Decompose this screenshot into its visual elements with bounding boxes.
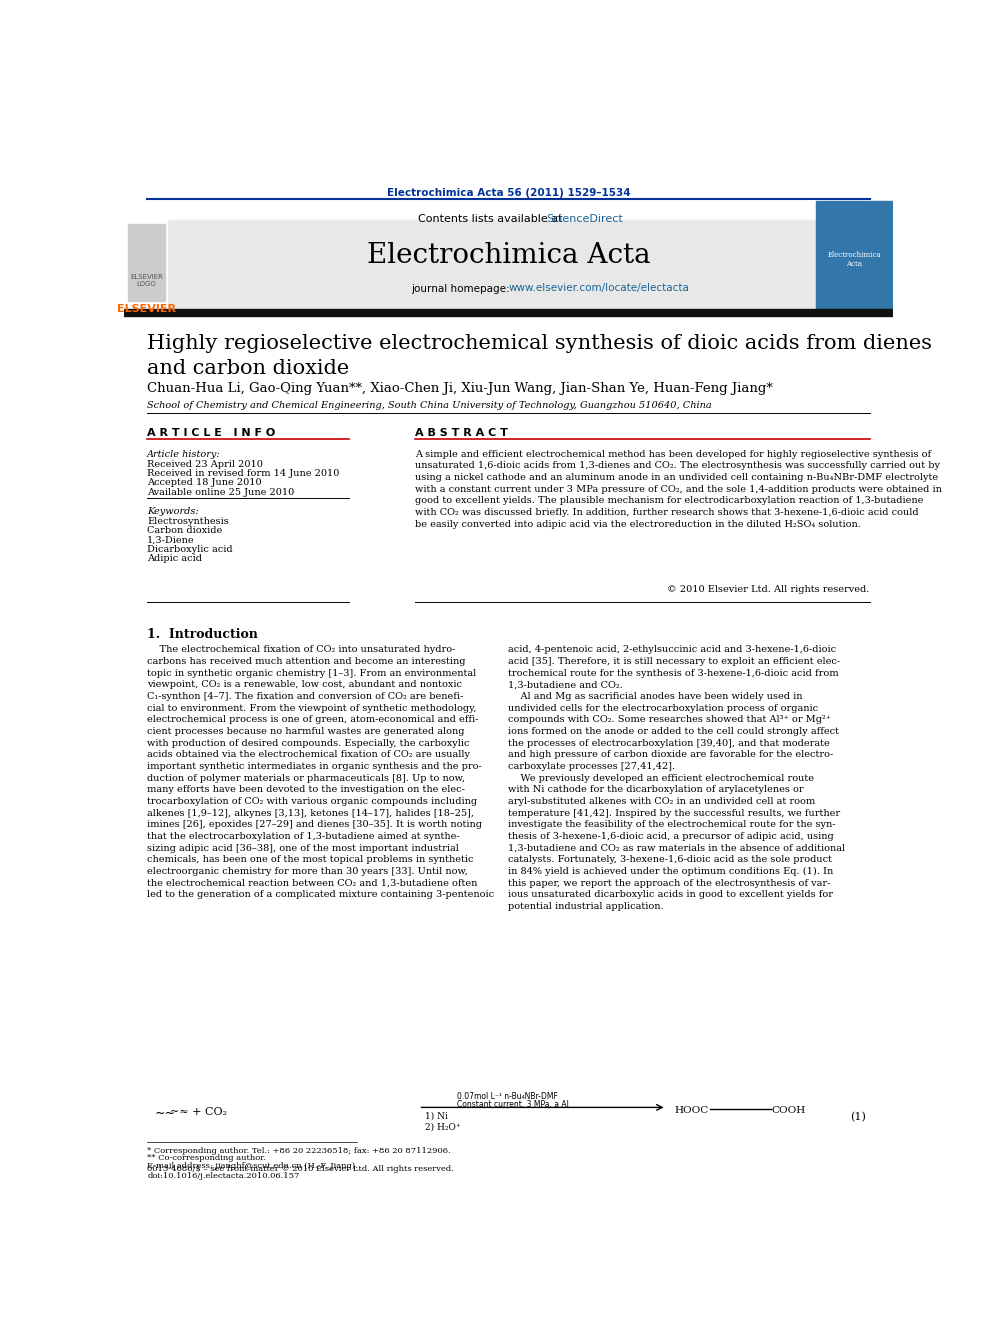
- Text: acid, 4-pentenoic acid, 2-ethylsuccinic acid and 3-hexene-1,6-dioic
acid [35]. T: acid, 4-pentenoic acid, 2-ethylsuccinic …: [509, 646, 845, 912]
- Bar: [816, 201, 893, 308]
- Text: Received in revised form 14 June 2010: Received in revised form 14 June 2010: [147, 470, 339, 478]
- Text: Adipic acid: Adipic acid: [147, 554, 202, 562]
- Text: A B S T R A C T: A B S T R A C T: [415, 429, 508, 438]
- Text: ELSEVIER: ELSEVIER: [117, 303, 176, 314]
- Text: Constant current, 3 MPa, a Al: Constant current, 3 MPa, a Al: [457, 1101, 569, 1110]
- Text: Chuan-Hua Li, Gao-Qing Yuan**, Xiao-Chen Ji, Xiu-Jun Wang, Jian-Shan Ye, Huan-Fe: Chuan-Hua Li, Gao-Qing Yuan**, Xiao-Chen…: [147, 382, 773, 396]
- Text: E-mail address: jianghf@scut.edu.cn (H.-F. Jiang).: E-mail address: jianghf@scut.edu.cn (H.-…: [147, 1162, 358, 1170]
- Text: Article history:: Article history:: [147, 450, 221, 459]
- Text: 2) H₂O⁺: 2) H₂O⁺: [425, 1123, 460, 1131]
- Text: Electrochimica
Acta: Electrochimica Acta: [827, 251, 881, 269]
- Text: HOOC: HOOC: [675, 1106, 708, 1115]
- Text: ∼∼: ∼∼: [155, 1107, 176, 1121]
- Text: Carbon dioxide: Carbon dioxide: [147, 527, 222, 534]
- Text: ELSEVIER
LOGO: ELSEVIER LOGO: [130, 274, 163, 287]
- Text: (1): (1): [850, 1113, 866, 1122]
- Text: ScienceDirect: ScienceDirect: [547, 214, 623, 224]
- Text: 0013-4686/$ – see front matter © 2010 Elsevier Ltd. All rights reserved.: 0013-4686/$ – see front matter © 2010 El…: [147, 1166, 454, 1174]
- Text: Electrochimica Acta 56 (2011) 1529–1534: Electrochimica Acta 56 (2011) 1529–1534: [387, 188, 630, 198]
- Bar: [124, 201, 167, 308]
- Bar: [167, 221, 848, 308]
- Text: Highly regioselective electrochemical synthesis of dioic acids from dienes
and c: Highly regioselective electrochemical sy…: [147, 335, 932, 378]
- Text: www.elsevier.com/locate/electacta: www.elsevier.com/locate/electacta: [509, 283, 689, 294]
- Text: ** Co-corresponding author.: ** Co-corresponding author.: [147, 1155, 266, 1163]
- Text: * Corresponding author. Tel.: +86 20 22236518; fax: +86 20 87112906.: * Corresponding author. Tel.: +86 20 222…: [147, 1147, 451, 1155]
- Text: ~≈ + CO₂: ~≈ + CO₂: [171, 1107, 227, 1118]
- Text: doi:10.1016/j.electacta.2010.06.157: doi:10.1016/j.electacta.2010.06.157: [147, 1172, 300, 1180]
- Text: Dicarboxylic acid: Dicarboxylic acid: [147, 545, 233, 553]
- Text: COOH: COOH: [771, 1106, 806, 1115]
- Text: © 2010 Elsevier Ltd. All rights reserved.: © 2010 Elsevier Ltd. All rights reserved…: [668, 585, 870, 594]
- Text: Keywords:: Keywords:: [147, 507, 198, 516]
- Bar: [124, 308, 893, 316]
- Bar: [128, 224, 165, 302]
- Text: 1) Ni: 1) Ni: [425, 1111, 447, 1121]
- Text: Electrochimica Acta: Electrochimica Acta: [367, 242, 650, 269]
- Text: journal homepage:: journal homepage:: [411, 283, 513, 294]
- Text: 1.  Introduction: 1. Introduction: [147, 628, 258, 642]
- Text: Electrosynthesis: Electrosynthesis: [147, 517, 229, 525]
- Text: The electrochemical fixation of CO₂ into unsaturated hydro-
carbons has received: The electrochemical fixation of CO₂ into…: [147, 646, 494, 900]
- Text: Received 23 April 2010: Received 23 April 2010: [147, 460, 263, 468]
- Text: A simple and efficient electrochemical method has been developed for highly regi: A simple and efficient electrochemical m…: [415, 450, 941, 529]
- Text: School of Chemistry and Chemical Engineering, South China University of Technolo: School of Chemistry and Chemical Enginee…: [147, 401, 712, 410]
- Text: Accepted 18 June 2010: Accepted 18 June 2010: [147, 479, 262, 487]
- Text: 0.07mol L⁻¹ n-Bu₄NBr-DMF: 0.07mol L⁻¹ n-Bu₄NBr-DMF: [457, 1091, 558, 1101]
- Text: A R T I C L E   I N F O: A R T I C L E I N F O: [147, 429, 276, 438]
- Text: Available online 25 June 2010: Available online 25 June 2010: [147, 488, 295, 496]
- Text: Contents lists available at: Contents lists available at: [419, 214, 566, 224]
- Text: 1,3-Diene: 1,3-Diene: [147, 536, 194, 544]
